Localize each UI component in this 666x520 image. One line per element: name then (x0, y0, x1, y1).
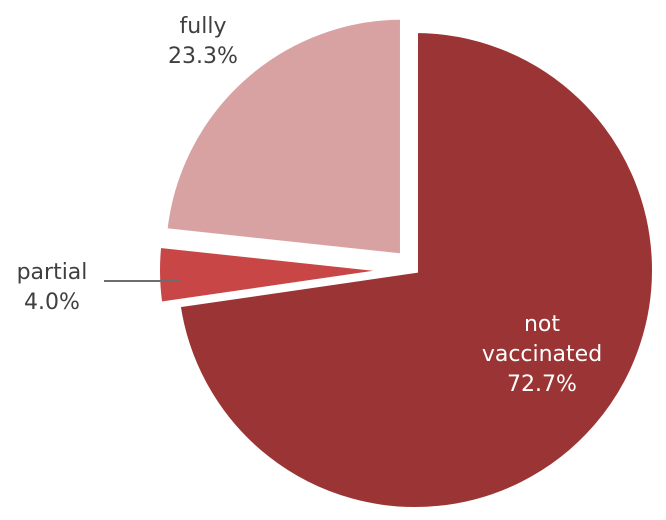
partial-slice (154, 241, 398, 309)
partial-leader-line (104, 280, 180, 282)
not-vaccinated-slice (174, 26, 658, 513)
partial-slice-label: partial 4.0% (6, 258, 98, 318)
fully-slice (161, 13, 406, 260)
not-vaccinated-label-line-1: not (523, 312, 561, 337)
fully-slice-label: fully 23.3% (148, 12, 258, 72)
not-vaccinated-label-line-2: vaccinated (481, 342, 603, 367)
not-vaccinated-value-text: 72.7% (507, 372, 577, 397)
not-vaccinated-slice-label: not vaccinated 72.7% (452, 310, 632, 400)
partial-label-text: partial (16, 260, 88, 285)
partial-value-text: 4.0% (24, 290, 80, 315)
fully-label-text: fully (179, 14, 227, 39)
fully-value-text: 23.3% (168, 44, 238, 69)
